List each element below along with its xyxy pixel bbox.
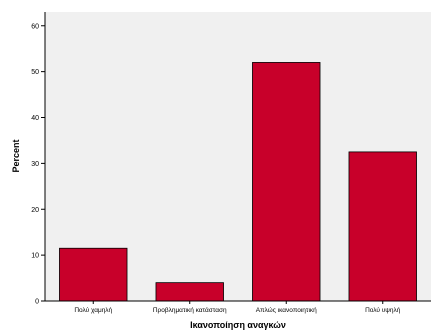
y-tick-label: 40: [31, 115, 39, 122]
y-tick-label: 50: [31, 69, 39, 76]
y-tick-label: 20: [31, 207, 39, 214]
bar: [348, 151, 417, 302]
x-category-label: Πολύ χαμηλή: [74, 306, 112, 314]
y-ticks-layer: 0 10 20 30 40 50 60: [31, 23, 45, 306]
x-category-label: Απλώς ικανοποιητική: [256, 306, 317, 314]
y-tick-label: 30: [31, 161, 39, 168]
y-tick-label: 0: [35, 299, 39, 306]
bar: [252, 62, 321, 302]
y-tick-label: 60: [31, 23, 39, 30]
bars-layer: [59, 62, 417, 302]
y-tick-label: 10: [31, 253, 39, 260]
bar: [59, 247, 128, 302]
bar: [155, 282, 224, 302]
x-labels-layer: Πολύ χαμηλή Προβληματική κατάσταση Απλώς ι…: [74, 301, 401, 314]
x-axis-title: Ικανοποίηση αναγκών: [190, 320, 286, 330]
y-axis-title: Percent: [11, 139, 21, 172]
x-category-label: Πολύ υψηλή: [365, 306, 401, 314]
x-category-label: Προβληματική κατάσταση: [153, 306, 227, 314]
